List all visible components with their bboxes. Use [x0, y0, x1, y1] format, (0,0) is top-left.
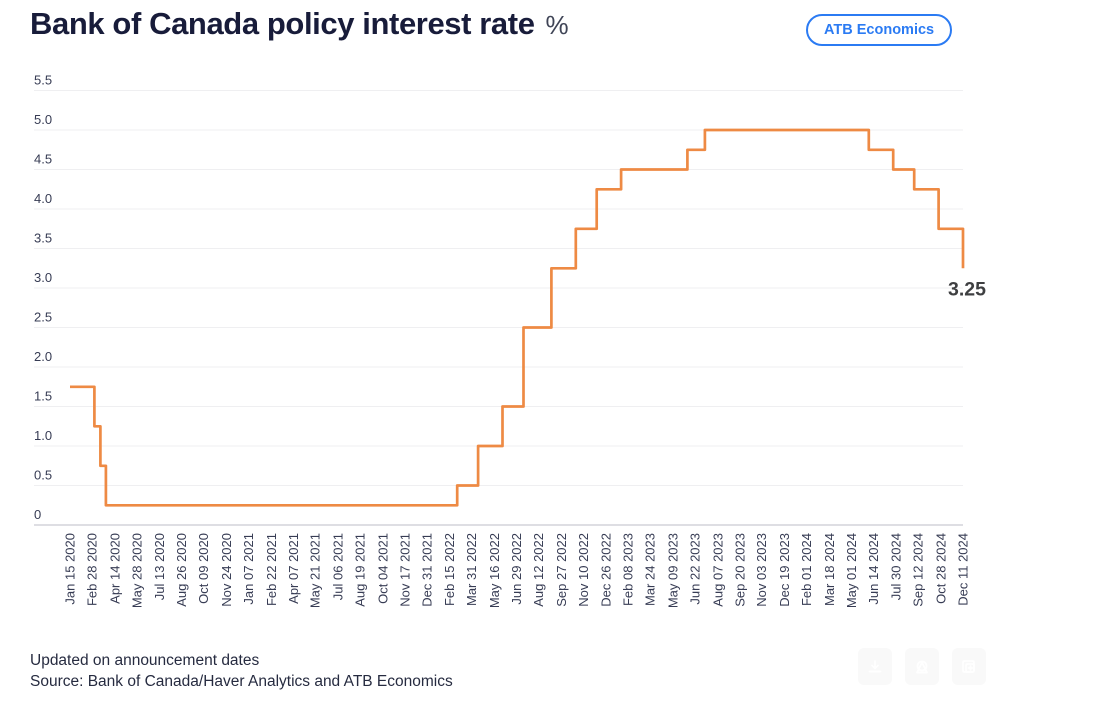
svg-text:Sep 12 2024: Sep 12 2024: [911, 533, 926, 607]
atb-economics-badge[interactable]: ATB Economics: [806, 14, 953, 46]
svg-text:4.0: 4.0: [34, 191, 52, 206]
svg-text:Nov 03 2023: Nov 03 2023: [754, 533, 769, 607]
x-tick-labels: Jan 15 2020 Feb 28 2020 Apr 14 2020 May 28 …: [63, 533, 971, 608]
footer-note: Updated on announcement dates: [30, 652, 260, 669]
svg-text:Aug 07 2023: Aug 07 2023: [710, 533, 725, 607]
svg-text:Dec 31 2021: Dec 31 2021: [419, 533, 434, 607]
svg-text:Apr 07 2021: Apr 07 2021: [286, 533, 301, 604]
svg-text:Nov 24 2020: Nov 24 2020: [219, 533, 234, 607]
svg-text:5.5: 5.5: [34, 73, 52, 88]
svg-text:Jul 13 2020: Jul 13 2020: [152, 533, 167, 600]
svg-text:Nov 17 2021: Nov 17 2021: [397, 533, 412, 607]
svg-text:Dec 26 2022: Dec 26 2022: [599, 533, 614, 607]
svg-text:Feb 22 2021: Feb 22 2021: [264, 533, 279, 606]
svg-text:Mar 31 2022: Mar 31 2022: [464, 533, 479, 606]
svg-text:Feb 08 2023: Feb 08 2023: [621, 533, 636, 606]
svg-text:Jul 30 2024: Jul 30 2024: [889, 533, 904, 600]
svg-text:Mar 24 2023: Mar 24 2023: [643, 533, 658, 606]
page-title: Bank of Canada policy interest rate: [30, 6, 535, 41]
svg-text:Sep 27 2022: Sep 27 2022: [554, 533, 569, 607]
svg-text:Nov 10 2022: Nov 10 2022: [576, 533, 591, 607]
svg-text:Jan 15 2020: Jan 15 2020: [63, 533, 78, 605]
page-title-unit: %: [545, 10, 569, 40]
download-button[interactable]: [858, 648, 892, 685]
svg-text:5.0: 5.0: [34, 112, 52, 127]
svg-text:Apr 14 2020: Apr 14 2020: [107, 533, 122, 604]
share-icon: [916, 660, 928, 673]
svg-text:1.5: 1.5: [34, 389, 52, 404]
svg-text:Sep 20 2023: Sep 20 2023: [732, 533, 747, 607]
svg-text:Jul 06 2021: Jul 06 2021: [331, 533, 346, 600]
svg-text:Aug 19 2021: Aug 19 2021: [353, 533, 368, 607]
embed-image-icon: [962, 659, 975, 673]
svg-text:Jan 07 2021: Jan 07 2021: [241, 533, 256, 605]
svg-text:Dec 11 2024: Dec 11 2024: [956, 533, 971, 606]
y-gridlines: [34, 90, 963, 526]
svg-text:Jun 29 2022: Jun 29 2022: [509, 533, 524, 605]
svg-text:1.0: 1.0: [34, 428, 52, 443]
svg-text:2.5: 2.5: [34, 310, 52, 325]
svg-text:May 28 2020: May 28 2020: [129, 533, 144, 608]
svg-text:Oct 04 2021: Oct 04 2021: [375, 533, 390, 604]
svg-text:Aug 26 2020: Aug 26 2020: [174, 533, 189, 607]
embed-image-button[interactable]: [952, 648, 986, 685]
svg-text:May 09 2023: May 09 2023: [666, 533, 681, 608]
share-button[interactable]: [905, 648, 939, 685]
svg-text:Jun 14 2024: Jun 14 2024: [866, 533, 881, 605]
svg-text:Oct 28 2024: Oct 28 2024: [934, 533, 949, 604]
svg-text:0: 0: [34, 507, 41, 522]
svg-text:Dec 19 2023: Dec 19 2023: [777, 533, 792, 607]
rate-step-chart-canvas: 5.5 5.0 4.5 4.0 3.5 3.0 2.5 2.0 1.5 1.0 0.5 0 Jan 15…: [34, 73, 986, 608]
svg-text:May 01 2024: May 01 2024: [844, 533, 859, 608]
svg-text:Feb 28 2020: Feb 28 2020: [84, 533, 99, 606]
svg-text:Oct 09 2020: Oct 09 2020: [196, 533, 211, 604]
svg-text:4.5: 4.5: [34, 152, 52, 167]
policy-rate-chart: 5.5 5.0 4.5 4.0 3.5 3.0 2.5 2.0 1.5 1.0 0.5 0 Jan 15…: [30, 62, 1000, 642]
end-value-label: 3.25: [948, 278, 986, 300]
footer-source: Source: Bank of Canada/Haver Analytics a…: [30, 673, 453, 690]
svg-text:Jun 22 2023: Jun 22 2023: [687, 533, 702, 605]
export-toolbar: [858, 648, 986, 685]
svg-text:Aug 12 2022: Aug 12 2022: [531, 533, 546, 607]
rate-step-line: [70, 128, 965, 507]
download-icon: [868, 659, 882, 672]
svg-text:0.5: 0.5: [34, 468, 52, 483]
atb-economics-badge-label: ATB Economics: [824, 22, 935, 38]
svg-text:May 21 2021: May 21 2021: [308, 533, 323, 608]
chart-footer: Updated on announcement dates Source: Ba…: [30, 650, 453, 692]
svg-text:Feb 01 2024: Feb 01 2024: [799, 533, 814, 606]
svg-text:2.0: 2.0: [34, 349, 52, 364]
chart-header: Bank of Canada policy interest rate %: [30, 6, 569, 42]
svg-text:May 16 2022: May 16 2022: [487, 533, 502, 608]
svg-text:Feb 15 2022: Feb 15 2022: [442, 533, 457, 606]
svg-text:3.5: 3.5: [34, 231, 52, 246]
y-tick-labels: 5.5 5.0 4.5 4.0 3.5 3.0 2.5 2.0 1.5 1.0 0.5 0: [34, 73, 52, 523]
svg-text:3.0: 3.0: [34, 270, 52, 285]
svg-text:Mar 18 2024: Mar 18 2024: [822, 533, 837, 606]
